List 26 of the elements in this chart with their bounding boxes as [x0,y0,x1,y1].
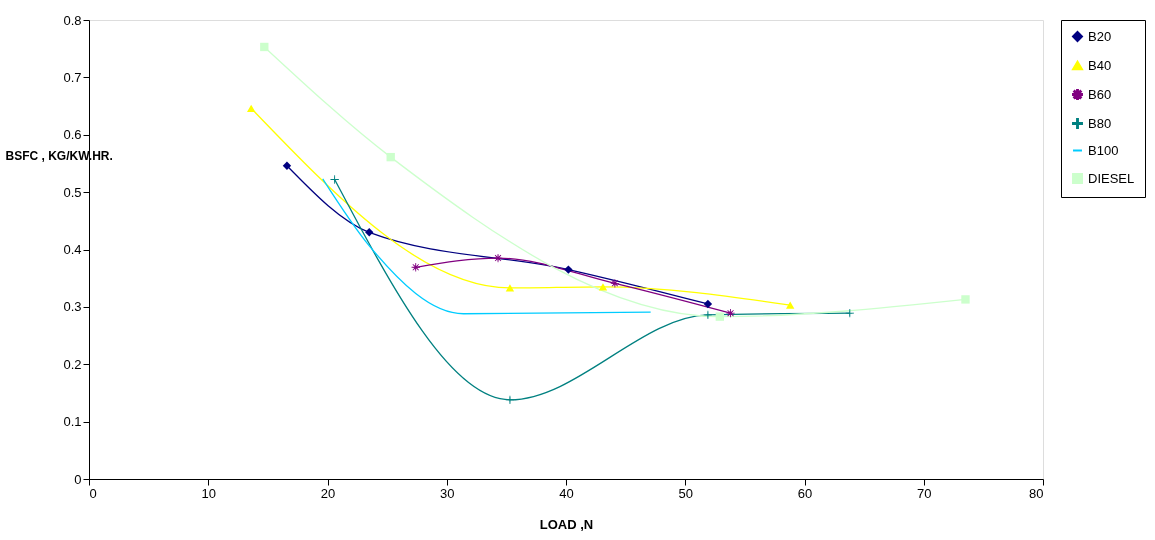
x-tick-label: 50 [678,485,693,501]
line-series [322,178,652,315]
y-tick-label: 0.7 [63,69,82,85]
legend-label: B80 [1088,115,1112,131]
x-axis-title: LOAD ,N [539,516,594,532]
x-tick-label: 40 [559,485,574,501]
x-tick-label: 60 [797,485,813,501]
y-tick-label: 0.6 [63,127,82,143]
x-tick-label: 10 [201,485,216,501]
x-tick-label: 80 [1029,485,1044,501]
legend-label: B100 [1088,142,1119,158]
y-tick-label: 0.2 [63,356,82,372]
y-tick-label: 0 [74,471,82,487]
legend-label: B20 [1088,28,1112,44]
y-tick-label: 0.8 [63,12,82,28]
x-tick-label: 30 [440,485,455,501]
legend-label: B40 [1088,57,1112,73]
legend-label: B60 [1088,86,1112,102]
y-tick-label: 0.1 [63,414,82,430]
x-tick-label: 70 [917,485,932,501]
y-tick-label: 0.3 [63,299,82,315]
y-tick-label: 0.5 [63,184,82,200]
x-tick-label: 0 [89,485,97,501]
x-tick-label: 20 [320,485,336,501]
legend-label: DIESEL [1088,170,1135,186]
y-tick-label: 0.4 [63,242,82,257]
